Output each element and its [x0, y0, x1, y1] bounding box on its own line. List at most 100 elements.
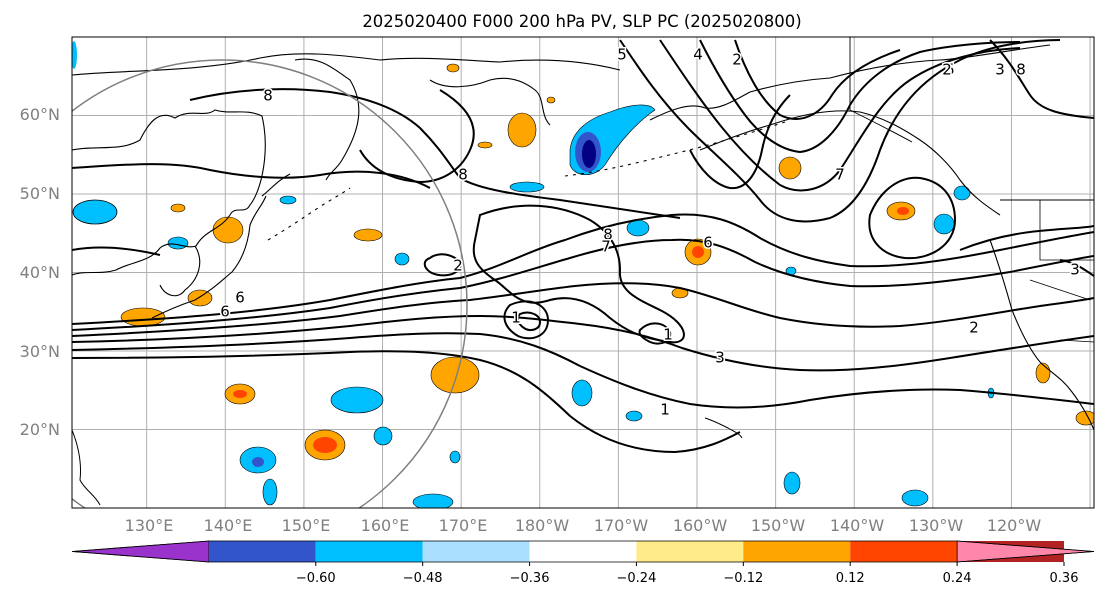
contour-line	[72, 163, 431, 189]
coastline-chukotka	[429, 77, 551, 126]
contour-line	[72, 332, 1094, 409]
pv-shading-blob	[692, 246, 704, 258]
contour-line	[72, 282, 1094, 337]
contour-label: 8	[458, 166, 468, 184]
coastlines	[72, 37, 1094, 506]
coastline-korea	[159, 245, 201, 297]
coastline-philippines	[72, 429, 101, 506]
colorbar-tick-label: −0.24	[617, 571, 657, 586]
lat-labels: 60°N 50°N 40°N 30°N 20°N	[20, 105, 60, 439]
contour-line	[699, 39, 1021, 154]
colorbar-segment	[636, 541, 744, 562]
contour-label: 1	[511, 309, 521, 327]
lon-label: 180°W	[515, 516, 570, 535]
slp-contours	[72, 39, 1094, 454]
lon-label: 150°E	[282, 516, 331, 535]
contour-label: 8	[1016, 61, 1026, 79]
contour-line	[989, 39, 1094, 119]
pv-shading-blob	[546, 96, 556, 104]
contour-label: 1	[660, 401, 670, 419]
lon-label: 140°W	[830, 516, 885, 535]
pv-shading-blob	[933, 213, 955, 235]
colorbar-segment	[208, 541, 316, 562]
lon-labels: 130°E 140°E 150°E 160°E 170°E 180°W 170°…	[125, 516, 1042, 535]
coastline-alaska-south	[699, 110, 1001, 216]
pv-shading-blob	[72, 41, 77, 69]
contour-label: 6	[235, 289, 245, 307]
pv-shading-blob	[170, 203, 186, 213]
lon-label: 150°W	[751, 516, 806, 535]
pv-shading-blob	[373, 426, 393, 446]
colorbar-tick-label: −0.12	[723, 571, 763, 586]
colorbar-tick-label: 0.24	[943, 571, 972, 586]
contour-line	[734, 39, 901, 120]
contour-line	[619, 39, 1061, 223]
pv-shading-blob	[446, 63, 460, 73]
pv-shading-blob	[233, 390, 247, 398]
contour-label: 3	[995, 61, 1005, 79]
contour-label: 6	[703, 234, 713, 252]
coastline-siberia	[72, 53, 621, 76]
contour-label: 2	[732, 51, 742, 69]
pv-shading-blob	[625, 410, 643, 422]
border-alaska-canada	[849, 37, 913, 143]
pv-shading-blob	[1035, 362, 1051, 384]
pv-shading-blob	[262, 478, 278, 506]
lat-label: 50°N	[20, 184, 60, 203]
colorbar-outline	[71, 540, 1095, 563]
contour-label: 6	[220, 303, 230, 321]
contour-line	[516, 311, 542, 331]
pv-shading-blob	[449, 450, 461, 464]
pv-shading-blob	[212, 216, 244, 244]
lon-label: 120°W	[987, 516, 1042, 535]
colorbar-extend-low	[71, 540, 210, 563]
contour-line	[189, 88, 681, 219]
colorbar-tick-label: −0.36	[510, 571, 550, 586]
pv-shading-blob	[430, 356, 480, 394]
colorbar-segment	[315, 541, 423, 562]
coastline-aleutians	[564, 121, 786, 177]
pv-shading-blob	[571, 379, 593, 407]
pv-shading-blob	[901, 489, 929, 507]
lat-label: 60°N	[20, 105, 60, 124]
colorbar-tick-label: −0.48	[403, 571, 443, 586]
pv-shading-blob	[330, 386, 384, 414]
contour-label: 8	[603, 226, 613, 244]
pv-shading-blob	[509, 181, 545, 193]
coastline-asia	[72, 109, 266, 276]
pv-shading-blob	[778, 156, 802, 180]
contour-label: 5	[617, 46, 627, 64]
pv-shading-blob	[394, 252, 410, 266]
pv-shading-blob	[783, 471, 801, 495]
pv-shading-blob	[72, 199, 118, 225]
pv-shading	[72, 41, 1094, 508]
lon-label: 160°W	[673, 516, 728, 535]
lat-label: 20°N	[20, 420, 60, 439]
pv-shading-blob	[1075, 410, 1094, 426]
colorbar-tick-label: 0.36	[1050, 571, 1079, 586]
contour-label: 7	[601, 238, 611, 256]
lat-label: 40°N	[20, 263, 60, 282]
contour-line	[72, 238, 1094, 331]
contour-line	[659, 39, 1021, 192]
pv-shading-blob	[313, 437, 337, 453]
coastline-hawaii	[704, 417, 743, 439]
colorbar-segment	[529, 541, 637, 562]
great-circle	[72, 59, 468, 508]
contour-line	[868, 176, 957, 260]
contour-line	[72, 314, 1094, 372]
contour-label: 1	[663, 326, 673, 344]
contour-line	[423, 253, 462, 277]
contour-line	[72, 213, 1094, 325]
pv-shading-blob	[412, 493, 454, 508]
contour-label: 3	[715, 349, 725, 367]
contour-line	[72, 246, 161, 256]
lon-label: 130°W	[909, 516, 964, 535]
contour-label: 2	[942, 61, 952, 79]
coastline-kamchatka	[294, 58, 360, 181]
pv-shading-blob	[187, 289, 213, 307]
contour-label: 8	[263, 87, 273, 105]
contour-line	[472, 204, 685, 344]
